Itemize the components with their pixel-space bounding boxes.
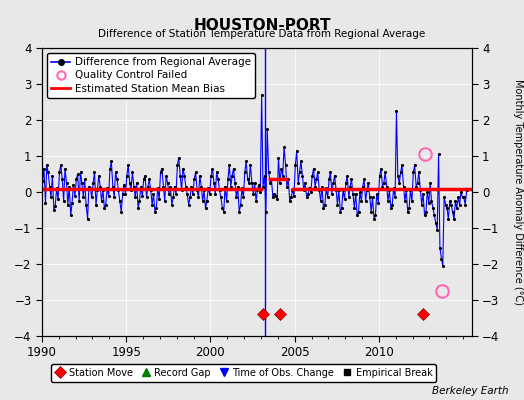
Text: HOUSTON-PORT: HOUSTON-PORT <box>193 18 331 33</box>
Text: Berkeley Earth: Berkeley Earth <box>432 386 508 396</box>
Y-axis label: Monthly Temperature Anomaly Difference (°C): Monthly Temperature Anomaly Difference (… <box>514 79 523 305</box>
Legend: Station Move, Record Gap, Time of Obs. Change, Empirical Break: Station Move, Record Gap, Time of Obs. C… <box>51 364 436 382</box>
Text: Difference of Station Temperature Data from Regional Average: Difference of Station Temperature Data f… <box>99 29 425 39</box>
